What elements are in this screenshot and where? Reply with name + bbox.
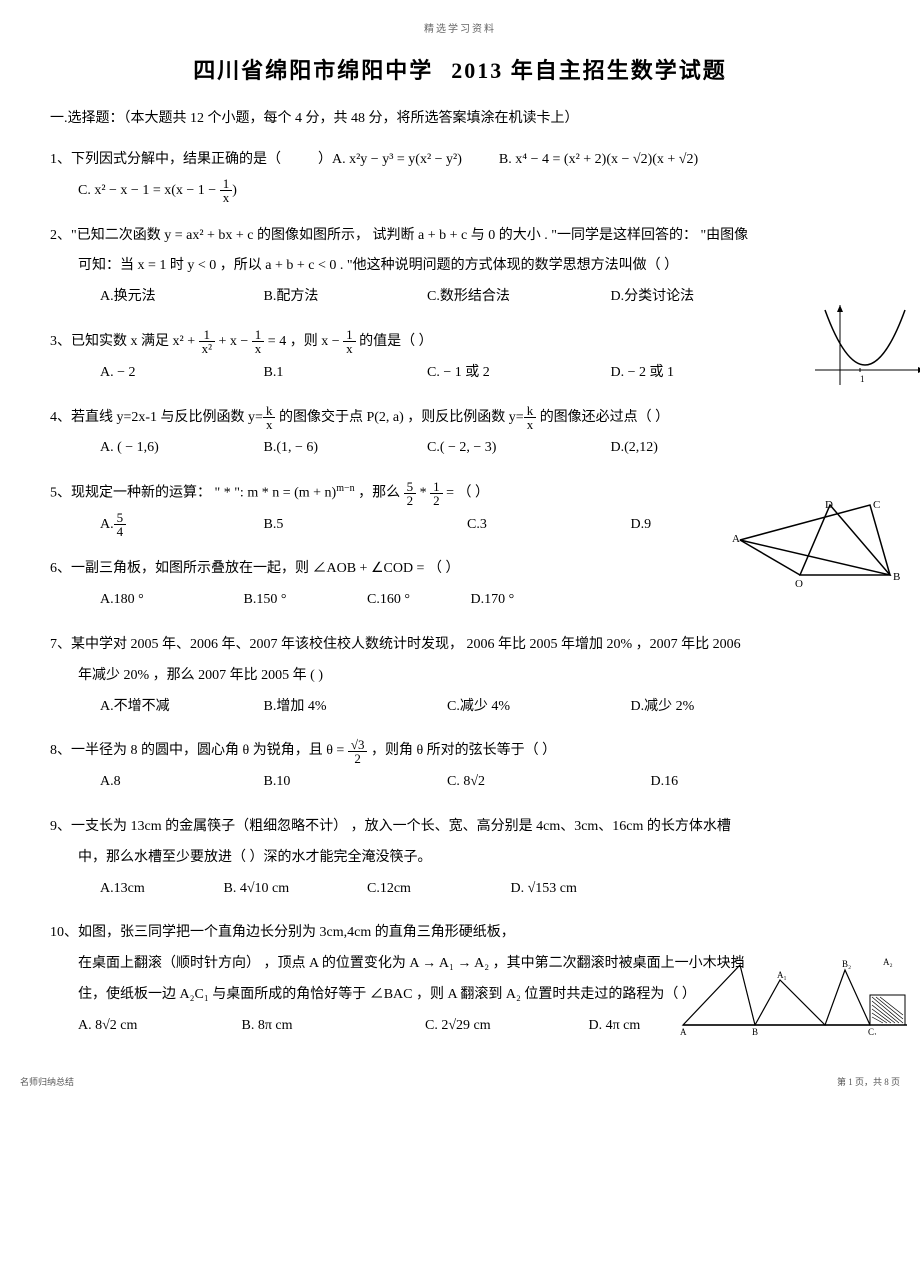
q3-d: D. − 2 或 1 <box>611 358 771 389</box>
question-4: 4、若直线 y=2x-1 与反比例函数 y=kx 的图像交于点 P(2, a) … <box>50 403 870 465</box>
top-watermark: 精选学习资料 <box>50 20 870 35</box>
q10-line2: 在桌面上翻滚（顺时针方向） ，顶点 A 的位置变化为 A → A₁ → A₂ ，… <box>50 949 870 980</box>
q5-a: A. <box>100 510 114 541</box>
question-1: 1、下列因式分解中，结果正确的是（ ）A. x²y − y³ = y(x² − … <box>50 145 870 207</box>
q2-d: D.分类讨论法 <box>611 282 771 313</box>
question-6: 6、一副三角板，如图所示叠放在一起，则 ∠AOB + ∠COD = （ ） A.… <box>50 554 870 616</box>
question-2: 2、"已知二次函数 y = ax² + bx + c 的图像如图所示， 试判断 … <box>50 221 870 313</box>
q10-b: B. 8π cm <box>242 1011 422 1042</box>
q9-d: D. √153 cm <box>511 874 651 905</box>
q9-line2: 中，那么水槽至少要放进（ ）深的水才能完全淹没筷子。 <box>50 843 870 874</box>
q5-a1: 5、现规定一种新的运算： " * ": m * n = (m + n) <box>50 486 336 501</box>
q1-stem-b: ）A. x²y − y³ = y(x² − y²) <box>318 152 462 167</box>
q10-a: A. 8√2 cm <box>78 1011 238 1042</box>
q8-a: A.8 <box>100 767 260 798</box>
q2-line1: 2、"已知二次函数 y = ax² + bx + c 的图像如图所示， 试判断 … <box>50 221 870 252</box>
q3-a3: = 4 ，则 x − <box>264 334 343 349</box>
q3-c: C. − 1 或 2 <box>427 358 607 389</box>
q9-line1: 9、一支长为 13cm 的金属筷子（粗细忽略不计） ，放入一个长、宽、高分别是 … <box>50 812 870 843</box>
q5-a4: = （ ） <box>443 486 489 501</box>
q10-d: D. 4π cm <box>589 1011 729 1042</box>
q3-b: B.1 <box>264 358 424 389</box>
q5-a2: ，那么 <box>355 486 404 501</box>
title-pre: 四川省绵阳市绵阳中学 <box>193 58 433 83</box>
q2-c: C.数形结合法 <box>427 282 607 313</box>
question-7: 7、某中学对 2005 年、2006 年、2007 年该校住校人数统计时发现， … <box>50 630 870 722</box>
q5-exp: m−n <box>336 483 354 494</box>
svg-text:C: C <box>873 500 880 511</box>
q1-opt-c: C. x² − x − 1 = x(x − 1 − <box>78 183 220 198</box>
title-post: 2013 年自主招生数学试题 <box>451 58 727 83</box>
q7-line1: 7、某中学对 2005 年、2006 年、2007 年该校住校人数统计时发现， … <box>50 630 870 661</box>
q5-c: C.3 <box>467 510 627 541</box>
q2-line2: 可知：当 x = 1 时 y < 0 ，所以 a + b + c < 0 . "… <box>50 251 870 282</box>
q8-c: C. 8√2 <box>447 767 647 798</box>
q8-a1: 8、一半径为 8 的圆中，圆心角 θ 为锐角，且 θ = <box>50 743 348 758</box>
question-5: 5、现规定一种新的运算： " * ": m * n = (m + n)m−n ，… <box>50 478 870 540</box>
q10-c: C. 2√29 cm <box>425 1011 585 1042</box>
q5-d: D.9 <box>631 510 751 541</box>
q5-b: B.5 <box>264 510 464 541</box>
question-10: 10、如图，张三同学把一个直角边长分别为 3cm,4cm 的直角三角形硬纸板， … <box>50 918 870 1041</box>
q4-c: C.( − 2, − 3) <box>427 433 607 464</box>
footer-right: 第 1 页，共 8 页 <box>837 1075 900 1088</box>
q4-a3: 的图像还必过点（ ） <box>536 410 669 425</box>
q6-stem: 6、一副三角板，如图所示叠放在一起，则 ∠AOB + ∠COD = （ ） <box>50 554 870 585</box>
q6-a: A.180 ° <box>100 585 240 616</box>
q8-b: B.10 <box>264 767 444 798</box>
q2-a: A.换元法 <box>100 282 260 313</box>
q1-stem-c: B. x⁴ − 4 = (x² + 2)(x − √2)(x + √2) <box>499 152 698 167</box>
q9-c: C.12cm <box>367 874 507 905</box>
svg-text:A₂: A₂ <box>883 957 893 967</box>
q4-a2: 的图像交于点 P(2, a) ，则反比例函数 y= <box>275 410 523 425</box>
q7-b: B.增加 4% <box>264 692 444 723</box>
question-9: 9、一支长为 13cm 的金属筷子（粗细忽略不计） ，放入一个长、宽、高分别是 … <box>50 812 870 904</box>
q4-a1: 4、若直线 y=2x-1 与反比例函数 y= <box>50 410 263 425</box>
q3-a2: + x − <box>215 334 252 349</box>
svg-text:B: B <box>893 571 900 583</box>
q1-opt-c-end: ) <box>232 183 237 198</box>
q3-a4: 的值是（ ） <box>356 334 433 349</box>
q6-d: D.170 ° <box>471 585 571 616</box>
question-3: 3、已知实数 x 满足 x² + 1x² + x − 1x = 4 ，则 x −… <box>50 327 870 389</box>
section-header: 一.选择题：（本大题共 12 个小题，每个 4 分，共 48 分，将所选答案填涂… <box>50 107 870 127</box>
q8-d: D.16 <box>651 767 771 798</box>
q6-b: B.150 ° <box>244 585 364 616</box>
q3-a: A. − 2 <box>100 358 260 389</box>
q8-a2: ，则角 θ 所对的弦长等于（ ） <box>367 743 556 758</box>
q2-b: B.配方法 <box>264 282 424 313</box>
q4-b: B.(1, − 6) <box>264 433 424 464</box>
q10-line3: 住，使纸板一边 A₂C₁ 与桌面所成的角恰好等于 ∠BAC ，则 A 翻滚到 A… <box>50 980 870 1011</box>
footer-left: 名师归纳总结 <box>20 1075 74 1088</box>
question-8: 8、一半径为 8 的圆中，圆心角 θ 为锐角，且 θ = √32 ，则角 θ 所… <box>50 736 870 798</box>
q9-b: B. 4√10 cm <box>224 874 364 905</box>
q1-stem-a: 1、下列因式分解中，结果正确的是（ <box>50 152 281 167</box>
q4-d: D.(2,12) <box>611 433 771 464</box>
q7-line2: 年减少 20% ，那么 2007 年比 2005 年 ( ) <box>50 661 870 692</box>
q9-a: A.13cm <box>100 874 220 905</box>
q6-c: C.160 ° <box>367 585 467 616</box>
q7-c: C.减少 4% <box>447 692 627 723</box>
q7-d: D.减少 2% <box>631 692 771 723</box>
q10-line1: 10、如图，张三同学把一个直角边长分别为 3cm,4cm 的直角三角形硬纸板， <box>50 918 870 949</box>
q7-a: A.不增不减 <box>100 692 260 723</box>
q4-a: A. ( − 1,6) <box>100 433 260 464</box>
q3-a1: 3、已知实数 x 满足 x² + <box>50 334 199 349</box>
page-title: 四川省绵阳市绵阳中学 2013 年自主招生数学试题 <box>50 53 870 85</box>
q5-a3: * <box>416 486 430 501</box>
